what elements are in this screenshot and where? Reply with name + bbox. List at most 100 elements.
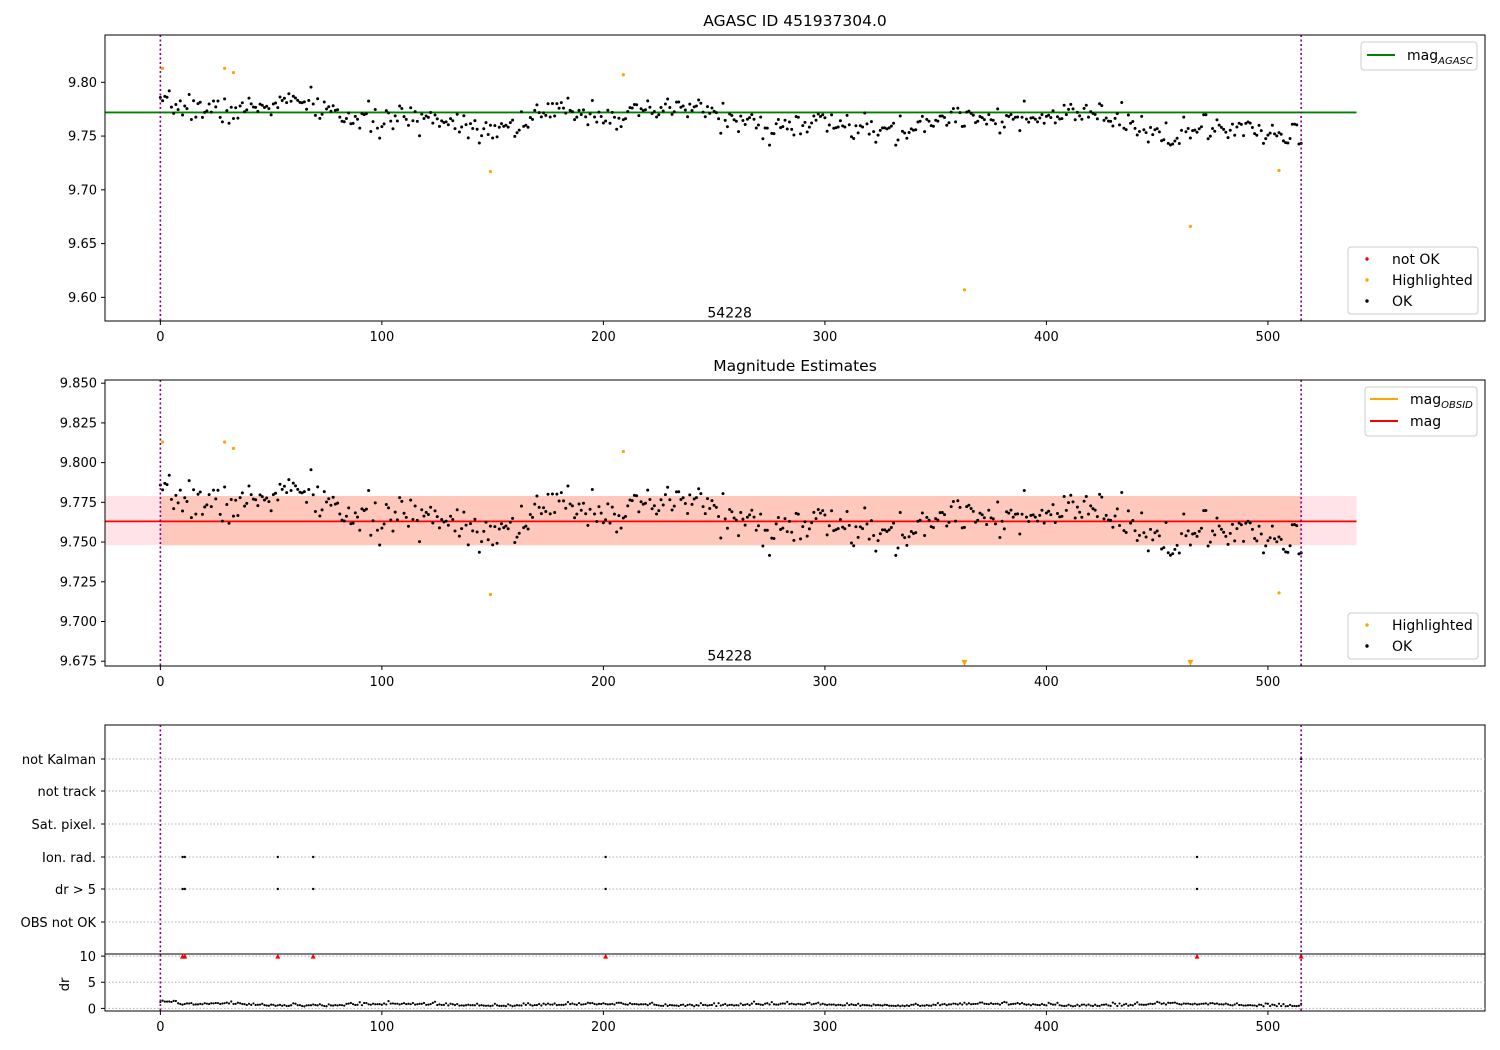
panel3-dr-point-31	[227, 1002, 231, 1005]
panel2-legend-marker-1	[1365, 644, 1369, 648]
panel3-dr-point-99	[378, 1003, 381, 1006]
panel2-ok-point-360	[956, 499, 960, 503]
panel1-ok-point-196	[593, 115, 597, 119]
panel1-ok-point-90	[358, 126, 362, 130]
panel1-ok-point-323	[874, 140, 878, 144]
panel2-ok-point-62	[296, 487, 300, 491]
panel1-ok-point-263	[741, 119, 745, 123]
panel1-ok-point-366	[969, 111, 973, 115]
panel2-ok-point-91	[360, 507, 364, 511]
panel2-ok-point-50	[269, 509, 273, 513]
panel3-dr-point-306	[837, 1003, 840, 1006]
panel1-ok-point-117	[418, 134, 422, 138]
panel2-ok-point-448	[1151, 538, 1155, 542]
panel1-ok-point-80	[336, 108, 340, 112]
panel3-dr-point-108	[398, 1003, 401, 1006]
panel3-dr-point-370	[978, 1001, 982, 1004]
panel2-ok-point-265	[745, 515, 749, 519]
panel3-dr-point-166	[526, 1002, 530, 1005]
panel2-ok-point-293	[807, 527, 811, 531]
panel3-dr-point-433	[1118, 1002, 1121, 1005]
panel3-dr-point-257	[728, 1003, 731, 1006]
panel2-ok-point-107	[395, 518, 399, 522]
panel2-ok-point-8	[176, 501, 180, 505]
panel3-dr-point-214	[633, 1002, 636, 1006]
panel1-ok-point-326	[881, 126, 884, 130]
panel3-dr-point-437	[1127, 1004, 1130, 1007]
panel2-ok-point-415	[1078, 510, 1082, 514]
panel1-ok-point-346	[925, 117, 929, 121]
panel3-dr-point-321	[870, 1004, 873, 1007]
panel1-ok-point-129	[444, 120, 448, 124]
panel2-ok-point-477	[1215, 516, 1219, 520]
panel1-ok-point-26	[216, 99, 220, 103]
panel3-dr-point-339	[910, 1003, 913, 1006]
panel2-ok-point-383	[1007, 511, 1011, 515]
panel2-ok-point-188	[575, 512, 579, 516]
panel3-dr-point-120	[425, 1003, 428, 1006]
panel2-ok-point-55	[280, 487, 284, 491]
panel2-ok-point-209	[621, 516, 625, 520]
panel1-ok-point-209	[621, 118, 625, 122]
panel1-ok-point-177	[550, 102, 554, 105]
panel2-ok-point-267	[750, 508, 754, 512]
panel3-dr-point-312	[850, 1003, 853, 1006]
panel3-dr-point-513	[1295, 1005, 1298, 1008]
panel3-dr-point-21	[205, 1002, 208, 1005]
panel2-ok-point-175	[546, 492, 550, 496]
panel1-ok-point-298	[818, 115, 822, 119]
panel1-ok-point-268	[752, 117, 756, 121]
panel2-ok-point-40	[247, 484, 251, 488]
panel2-ok-point-435	[1122, 529, 1126, 533]
panel2-ok-point-182	[562, 499, 566, 503]
panel1-ok-point-212	[628, 106, 632, 110]
panel3-dr-point-342	[916, 1003, 920, 1007]
panel3-dr-point-272	[761, 1003, 764, 1007]
panel3-dr-point-198	[597, 1002, 601, 1005]
panel1-ok-point-153	[497, 125, 501, 129]
panel1-ok-point-36	[238, 104, 242, 108]
panel2-ok-point-213	[630, 499, 634, 503]
panel1-ok-point-479	[1219, 125, 1223, 129]
panel1-ok-point-391	[1024, 117, 1028, 121]
panel3-dr-point-175	[546, 1002, 550, 1005]
panel3-dr-point-387	[1016, 1001, 1019, 1005]
panel1-ok-point-264	[743, 123, 747, 127]
panel1-ok-point-480	[1222, 127, 1226, 131]
panel3-dr-point-263	[741, 1003, 745, 1007]
panel3-dr-point-420	[1089, 1004, 1092, 1007]
panel1-ok-point-365	[967, 109, 971, 113]
panel1-ok-point-137	[462, 114, 466, 118]
panel3-dr-point-279	[777, 1003, 780, 1006]
panel3-dr-point-179	[555, 1004, 558, 1007]
panel2-ok-point-177	[550, 492, 554, 496]
panel2-ok-point-10	[181, 509, 185, 513]
panel2-ok-point-150	[491, 543, 495, 547]
panel3-dr-point-428	[1107, 1004, 1110, 1007]
panel3-dr-point-300	[823, 1003, 827, 1006]
panel1-ok-point-438	[1129, 121, 1133, 125]
panel3-dr-point-443	[1140, 1003, 1143, 1006]
panel1-ok-point-412	[1071, 107, 1075, 111]
panel3-dr-point-43	[254, 1003, 257, 1007]
panel3-dr-point-161	[515, 1004, 519, 1007]
panel1-ok-point-200	[601, 121, 605, 125]
panel1-ok-point-464	[1186, 127, 1190, 131]
panel1-xtick-label-200: 200	[591, 330, 616, 345]
panel2-ok-point-56	[282, 484, 286, 488]
panel2-ok-point-432	[1115, 507, 1119, 511]
panel3-dr-point-345	[923, 1004, 926, 1007]
panel2-ok-point-365	[967, 503, 971, 507]
panel2-ok-point-286	[792, 538, 796, 542]
panel1-ok-point-108	[398, 104, 402, 108]
panel3-dr-point-294	[810, 1003, 813, 1006]
panel2-ok-point-424	[1098, 492, 1102, 496]
panel3-dr-point-341	[914, 1002, 917, 1005]
panel1-ok-point-399	[1042, 121, 1046, 125]
panel2-ok-point-20	[203, 505, 207, 509]
panel3-dr-point-109	[400, 1002, 403, 1005]
panel2-out-of-range-marker-0	[961, 659, 968, 666]
panel2-ok-point-417	[1082, 499, 1086, 503]
panel3-dr-point-170	[535, 1003, 539, 1007]
panel2-ok-point-285	[790, 530, 794, 534]
